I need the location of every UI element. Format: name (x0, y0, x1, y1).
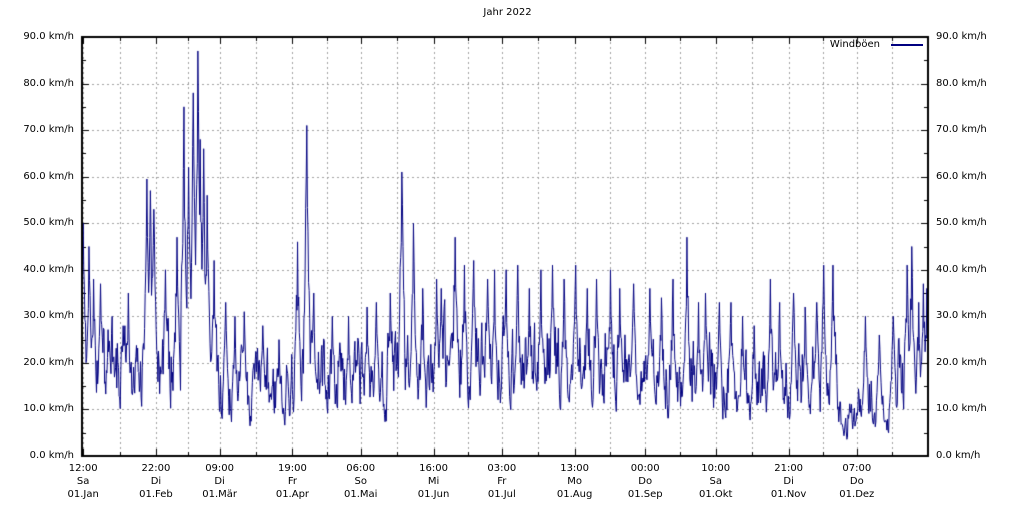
x-tick-time: 03:00 (487, 463, 517, 474)
y-axis-label-left: 60.0 km/h (23, 170, 74, 182)
x-tick-date: 01.Mär (202, 489, 237, 500)
x-tick-weekday: Sa (76, 476, 90, 487)
x-tick-date: 01.Jul (487, 489, 516, 500)
x-tick-time: 07:00 (842, 463, 872, 474)
y-axis-label-left: 90.0 km/h (23, 31, 74, 42)
x-tick-weekday: Do (638, 476, 653, 487)
x-tick-date: 01.Aug (556, 489, 593, 500)
y-axis-label-right: 50.0 km/h (936, 217, 987, 229)
x-tick-weekday: Fr (497, 476, 507, 487)
x-tick-time: 12:00 (68, 463, 98, 474)
x-tick-date: 01.Dez (839, 489, 875, 500)
x-tick-date: 01.Sep (627, 489, 663, 500)
x-tick-date: 01.Okt (698, 489, 733, 500)
legend-line-sample (891, 44, 923, 46)
x-tick-time: 22:00 (141, 463, 171, 474)
x-tick-weekday: Di (150, 476, 162, 487)
x-tick-time: 19:00 (278, 463, 307, 474)
x-tick-time: 10:00 (701, 463, 731, 474)
y-axis-label-left: 80.0 km/h (23, 77, 74, 89)
y-axis-label-left: 50.0 km/h (23, 217, 74, 229)
x-tick-weekday: Mi (427, 476, 440, 487)
y-axis-label-left: 10.0 km/h (23, 403, 74, 415)
x-tick-date: 01.Jan (67, 489, 99, 500)
x-tick-time: 06:00 (346, 463, 376, 474)
chart-title: Jahr 2022 (483, 7, 532, 18)
x-tick-weekday: Sa (709, 476, 722, 487)
x-tick-time: 13:00 (560, 463, 590, 474)
y-axis-label-right: 20.0 km/h (936, 356, 987, 368)
y-axis-label-right: 80.0 km/h (936, 77, 987, 89)
y-axis-label-left: 0.0 km/h (29, 450, 74, 461)
x-tick-weekday: Di (214, 476, 225, 487)
x-tick-date: 01.Feb (139, 489, 173, 500)
y-axis-label-left: 40.0 km/h (23, 263, 74, 275)
x-tick-date: 01.Mai (343, 489, 378, 500)
y-axis-label-right: 90.0 km/h (936, 31, 987, 42)
x-tick-time: 21:00 (774, 463, 804, 474)
x-tick-weekday: Do (849, 476, 864, 487)
x-tick-time: 09:00 (205, 463, 235, 474)
legend-label: Windböen (829, 39, 880, 50)
x-tick-date: 01.Jun (417, 489, 450, 500)
x-tick-time: 16:00 (419, 463, 448, 474)
y-axis-label-right: 40.0 km/h (936, 263, 987, 275)
y-axis-label-left: 30.0 km/h (23, 310, 74, 322)
x-tick-weekday: Mo (567, 476, 582, 487)
x-tick-date: 01.Apr (275, 489, 310, 500)
x-tick-time: 00:00 (630, 463, 660, 474)
y-axis-label-right: 30.0 km/h (936, 310, 987, 322)
x-tick-weekday: Di (783, 476, 794, 487)
y-axis-label-left: 20.0 km/h (23, 356, 74, 368)
y-axis-label-right: 0.0 km/h (936, 450, 981, 461)
y-axis-label-right: 70.0 km/h (936, 124, 987, 136)
x-tick-weekday: Fr (287, 476, 297, 487)
y-axis-label-right: 60.0 km/h (936, 170, 987, 182)
y-axis-label-left: 70.0 km/h (23, 124, 74, 136)
x-tick-weekday: So (354, 476, 367, 487)
y-axis-label-right: 10.0 km/h (936, 403, 987, 415)
x-tick-date: 01.Nov (770, 489, 807, 500)
